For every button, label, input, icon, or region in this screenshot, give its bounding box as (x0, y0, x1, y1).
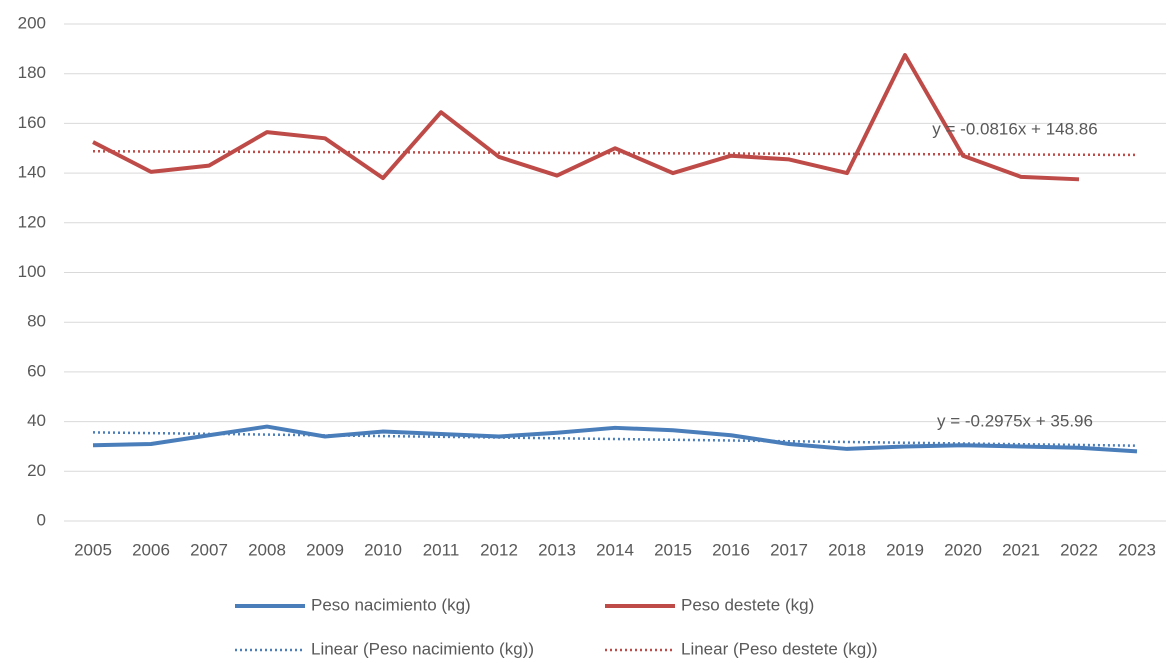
x-tick-label: 2018 (828, 540, 866, 559)
x-tick-label: 2007 (190, 540, 228, 559)
legend-label: Linear (Peso destete (kg)) (681, 639, 878, 658)
series-line (92, 53, 1080, 182)
trendline (92, 150, 1138, 157)
y-tick-label: 80 (27, 312, 46, 331)
y-tick-label: 120 (18, 212, 46, 231)
x-tick-label: 2012 (480, 540, 518, 559)
trendline-equation: y = -0.0816x + 148.86 (932, 119, 1097, 138)
y-tick-label: 160 (18, 113, 46, 132)
x-tick-label: 2015 (654, 540, 692, 559)
x-tick-label: 2006 (132, 540, 170, 559)
y-tick-label: 200 (18, 13, 46, 32)
x-tick-label: 2014 (596, 540, 634, 559)
x-tick-label: 2011 (423, 540, 460, 559)
y-tick-label: 100 (18, 262, 46, 281)
trendline-equation: y = -0.2975x + 35.96 (937, 411, 1093, 430)
x-tick-label: 2013 (538, 540, 576, 559)
y-tick-label: 0 (37, 510, 46, 529)
x-tick-label: 2008 (248, 540, 286, 559)
legend-label: Peso destete (kg) (681, 595, 814, 614)
x-tick-label: 2023 (1118, 540, 1156, 559)
legend-label: Linear (Peso nacimiento (kg)) (311, 639, 534, 658)
y-tick-label: 60 (27, 361, 46, 380)
x-tick-label: 2017 (770, 540, 808, 559)
y-tick-label: 40 (27, 411, 46, 430)
x-tick-label: 2010 (364, 540, 402, 559)
x-tick-label: 2005 (74, 540, 112, 559)
x-tick-label: 2020 (944, 540, 982, 559)
x-tick-label: 2021 (1002, 540, 1040, 559)
legend-label: Peso nacimiento (kg) (311, 595, 471, 614)
x-tick-label: 2022 (1060, 540, 1098, 559)
y-tick-label: 180 (18, 63, 46, 82)
y-tick-label: 20 (27, 461, 46, 480)
x-tick-label: 2016 (712, 540, 750, 559)
y-tick-label: 140 (18, 163, 46, 182)
x-tick-label: 2019 (886, 540, 924, 559)
series-line (92, 424, 1138, 454)
x-tick-label: 2009 (306, 540, 344, 559)
